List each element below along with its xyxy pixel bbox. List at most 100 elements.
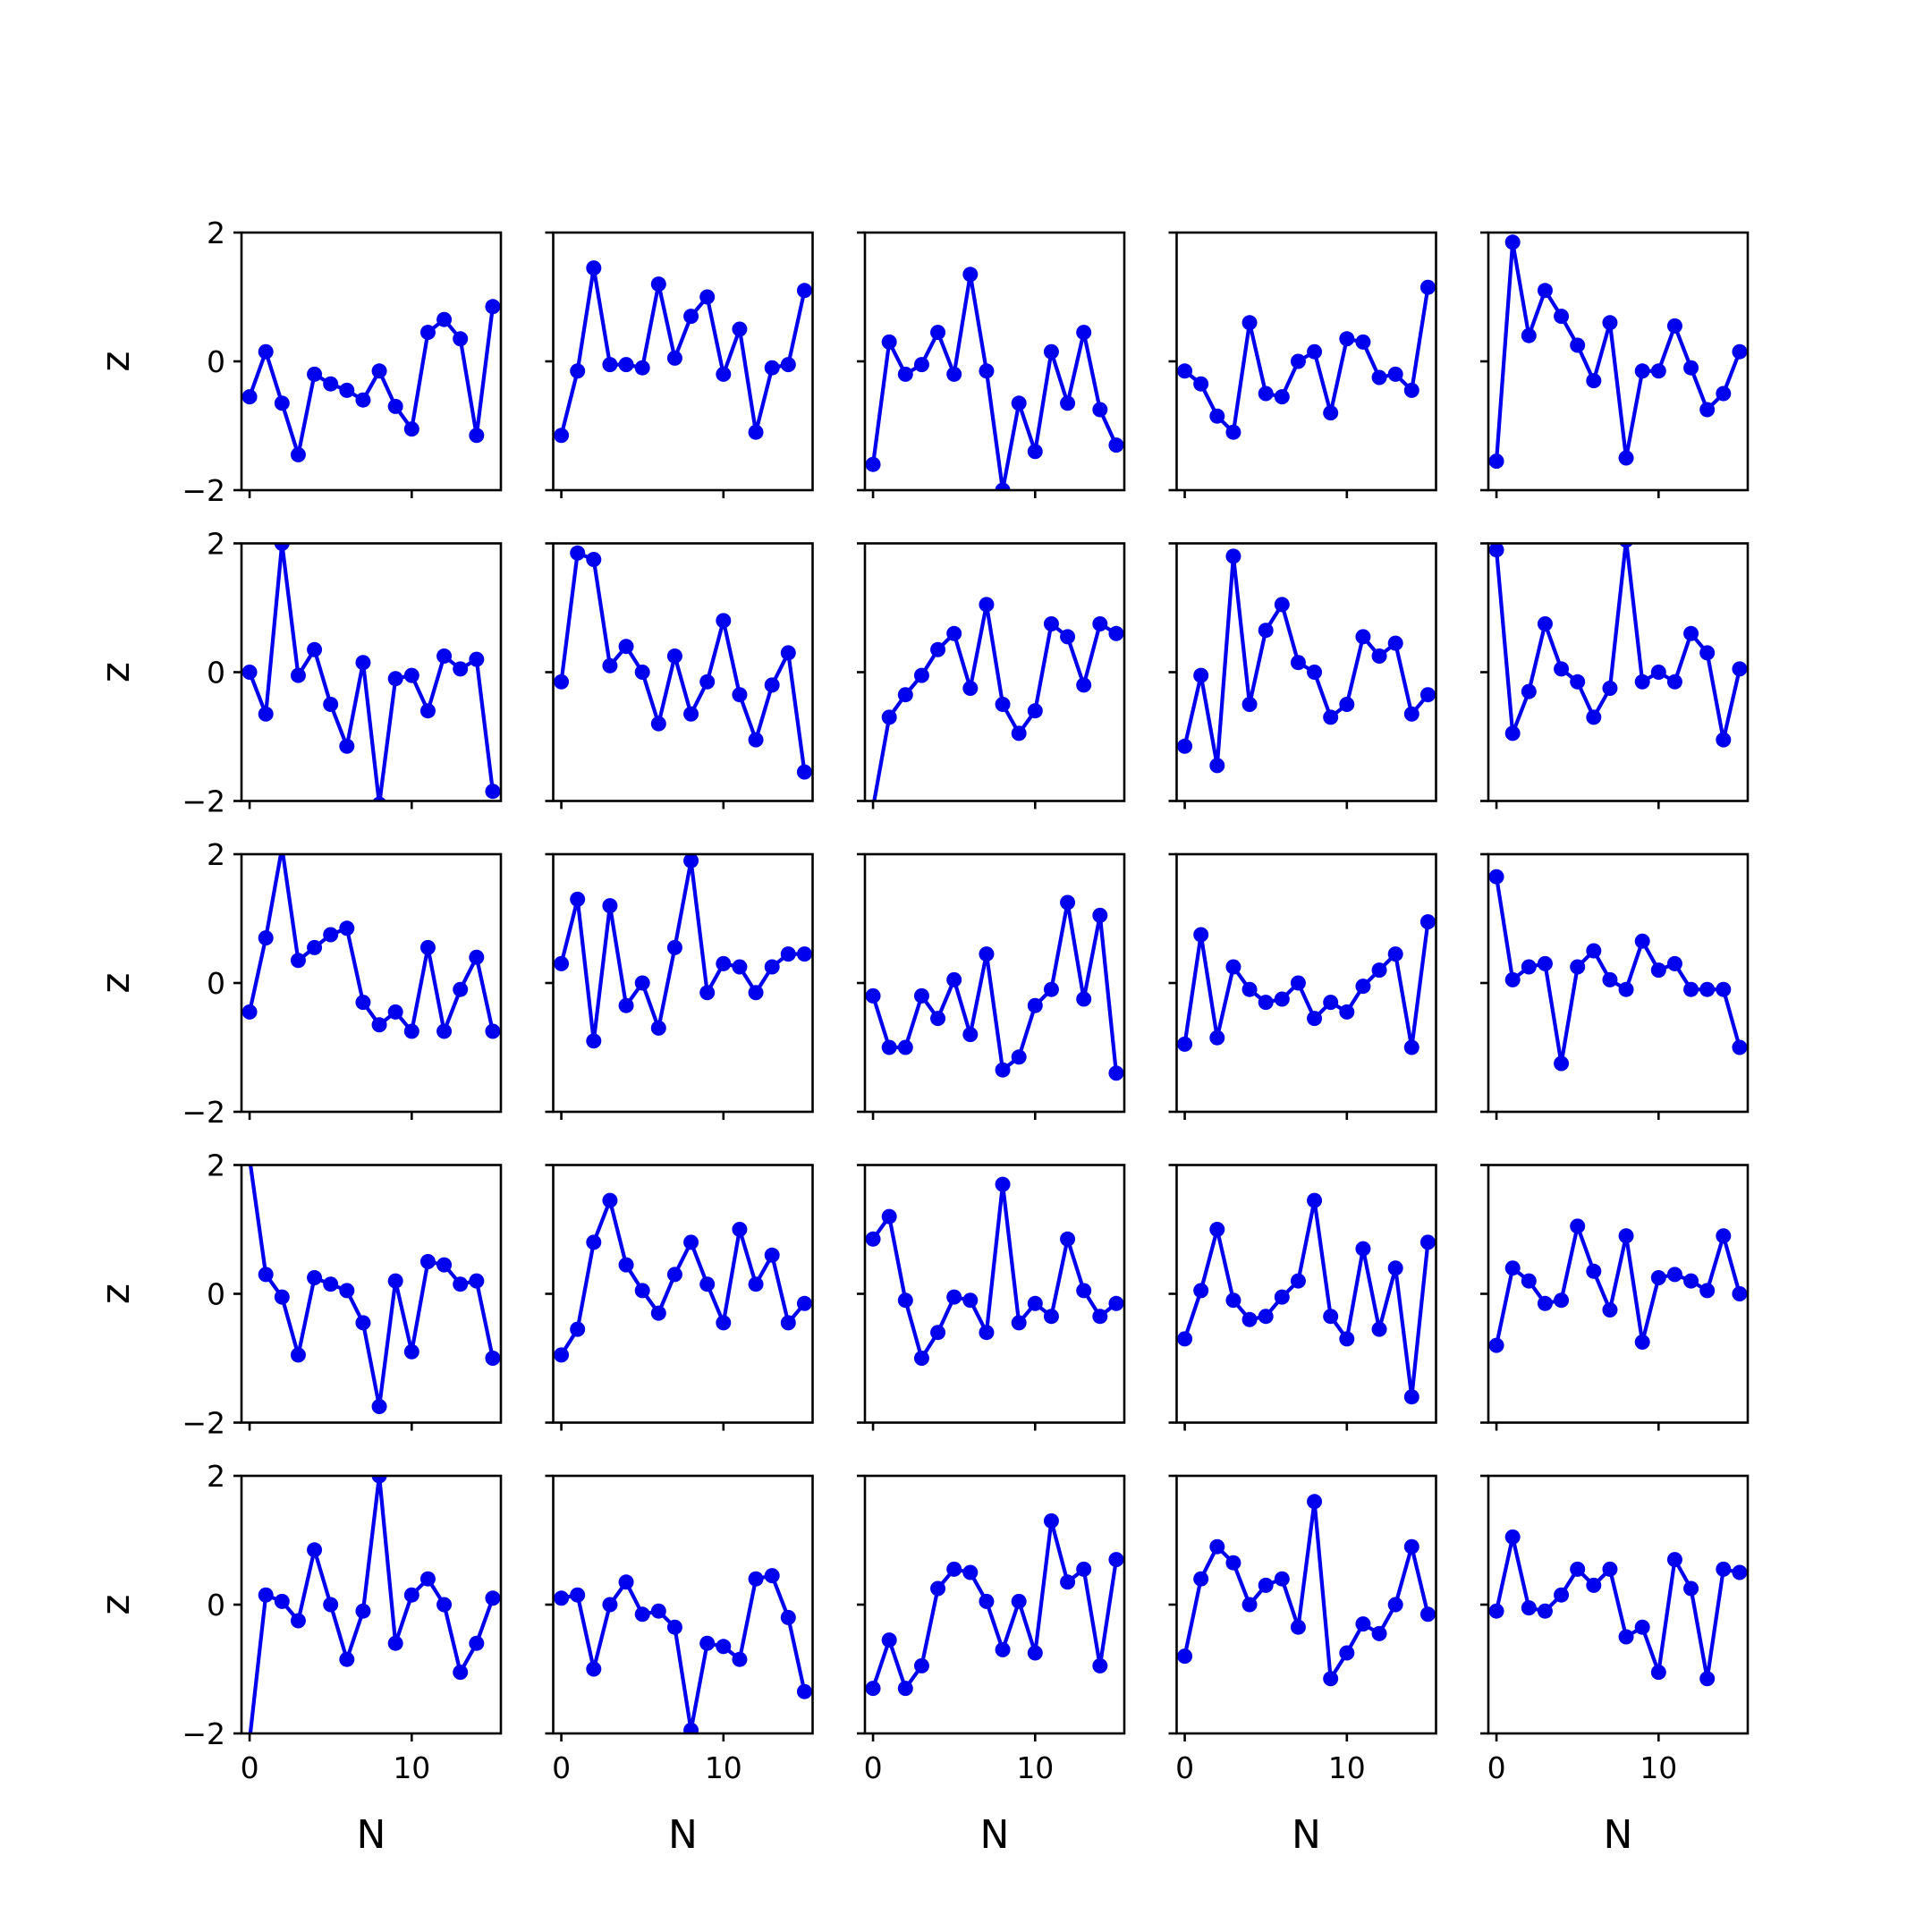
data-point <box>1716 732 1732 748</box>
data-point <box>650 1603 666 1619</box>
data-point <box>913 667 929 683</box>
data-point <box>258 706 274 722</box>
subplot-data <box>1177 279 1436 440</box>
data-point <box>962 1027 979 1043</box>
subplot-data <box>1488 1218 1748 1353</box>
data-point <box>1209 1538 1225 1555</box>
data-point <box>699 289 716 305</box>
series-line <box>1494 543 1742 742</box>
data-point <box>1619 543 1633 548</box>
subplot-data <box>554 545 812 780</box>
data-point <box>290 1347 306 1363</box>
subplot-data <box>554 1568 812 1733</box>
data-point <box>1570 674 1586 690</box>
data-point <box>1209 758 1225 774</box>
data-point <box>1193 376 1209 392</box>
data-point <box>1092 907 1108 923</box>
subplot-data <box>554 260 812 444</box>
data-point <box>602 357 618 373</box>
data-point <box>962 1564 979 1580</box>
data-point <box>1403 706 1419 722</box>
data-point <box>290 446 306 462</box>
data-point <box>995 1641 1011 1657</box>
data-point <box>1371 1321 1387 1337</box>
y-tick-label: 0 <box>207 966 225 1001</box>
data-point <box>1060 1574 1076 1590</box>
data-point <box>371 363 387 379</box>
data-point <box>1570 337 1586 353</box>
data-point <box>796 283 812 299</box>
data-point <box>1076 1283 1092 1299</box>
data-point <box>1177 1331 1193 1347</box>
data-point <box>780 645 796 661</box>
x-tick-label: 10 <box>1328 1750 1366 1785</box>
data-point <box>274 395 290 411</box>
data-point <box>1618 1228 1634 1244</box>
data-point <box>650 1020 666 1036</box>
subplot-r2-c1: −2 0 2 z <box>93 527 503 819</box>
data-point <box>1011 395 1027 411</box>
data-point <box>1011 725 1027 741</box>
data-point <box>1060 629 1076 645</box>
data-point <box>1290 353 1306 369</box>
subplot-data <box>865 894 1124 1081</box>
subplot-data <box>1177 1494 1436 1687</box>
subplot-frame <box>552 852 814 1114</box>
data-point <box>732 959 748 975</box>
data-point <box>666 350 682 366</box>
subplot-frame <box>552 542 814 802</box>
data-point <box>796 946 812 962</box>
data-point <box>1634 363 1650 379</box>
data-point <box>1323 709 1339 725</box>
data-point <box>403 421 419 437</box>
data-point <box>1060 395 1076 411</box>
data-point <box>683 309 699 325</box>
data-point <box>1371 1625 1387 1641</box>
data-point <box>748 1276 764 1292</box>
data-point <box>1092 402 1108 418</box>
data-point <box>1043 1513 1059 1529</box>
series-line <box>247 543 496 801</box>
data-point <box>1092 616 1108 631</box>
data-point <box>1290 1273 1306 1289</box>
data-point <box>387 1635 403 1651</box>
data-point <box>1076 1561 1092 1577</box>
data-point <box>403 1343 419 1360</box>
x-axis-label: N <box>668 1812 698 1858</box>
series-line <box>870 1182 1119 1360</box>
data-point <box>699 1276 716 1292</box>
data-point <box>1403 382 1419 398</box>
data-point <box>1387 946 1403 962</box>
data-point <box>716 1315 732 1331</box>
y-axis-label: z <box>93 351 139 371</box>
x-tick-label: 0 <box>241 1750 259 1785</box>
data-point <box>419 1254 436 1269</box>
data-point <box>554 955 570 971</box>
data-point <box>436 1597 453 1613</box>
data-point <box>716 955 732 971</box>
data-point <box>1634 933 1650 949</box>
data-point <box>732 1651 748 1667</box>
data-point <box>339 1651 355 1667</box>
data-point <box>469 949 485 965</box>
data-point <box>1355 334 1371 350</box>
subplot-data <box>242 854 501 1039</box>
data-point <box>485 1351 501 1366</box>
data-point <box>865 456 881 472</box>
data-point <box>1554 1587 1570 1603</box>
data-point <box>1586 1263 1602 1279</box>
data-point <box>1570 959 1586 975</box>
data-point <box>419 939 436 955</box>
data-point <box>1602 1302 1618 1318</box>
data-point <box>1307 665 1323 680</box>
data-point <box>1602 315 1618 331</box>
data-point <box>307 366 323 382</box>
data-point <box>1504 971 1521 987</box>
data-point <box>355 392 371 408</box>
data-point <box>1193 667 1209 683</box>
data-point <box>1403 1389 1419 1405</box>
series-line <box>247 304 496 457</box>
data-point <box>1521 1273 1537 1289</box>
series-line <box>1494 240 1742 463</box>
data-point <box>1419 279 1436 295</box>
